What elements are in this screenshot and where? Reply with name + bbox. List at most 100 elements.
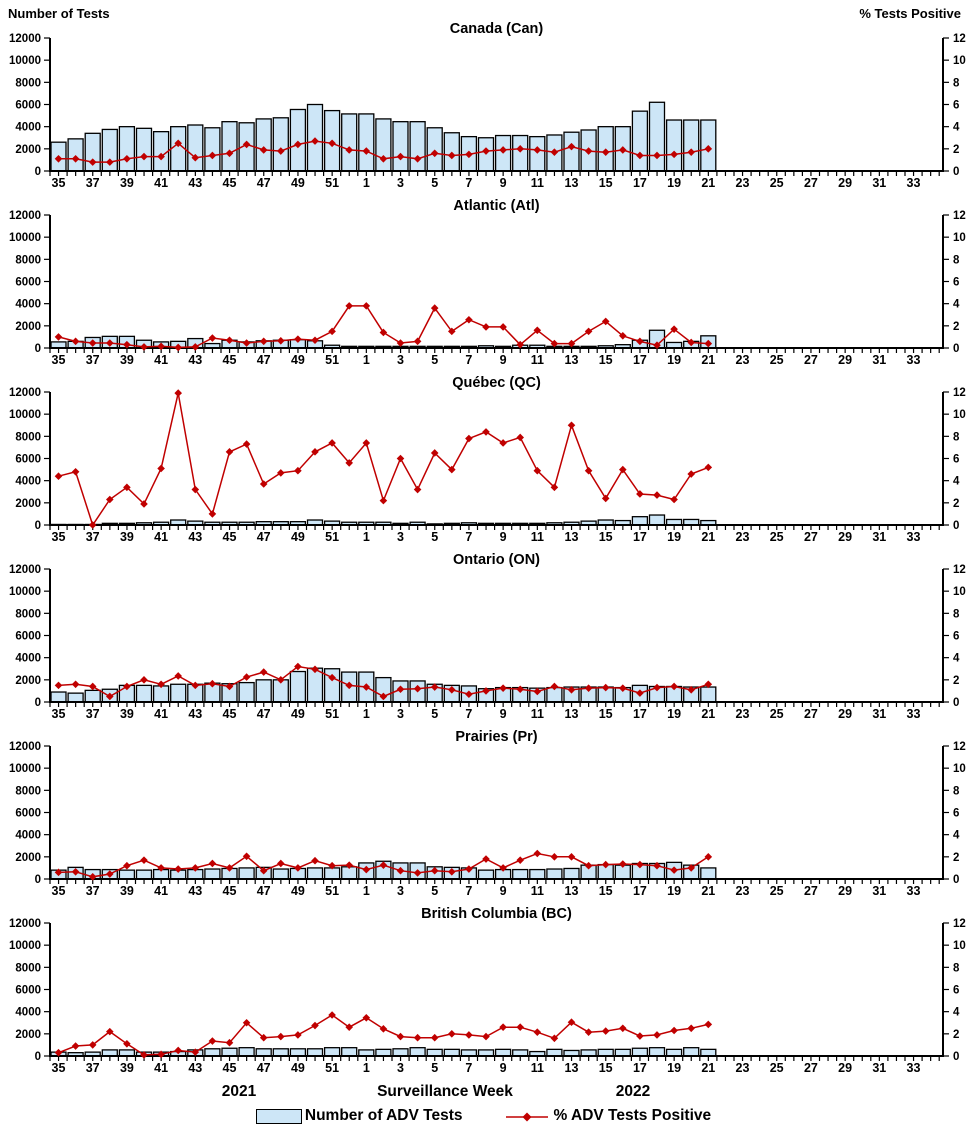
svg-text:17: 17 — [633, 176, 647, 190]
pct-positive-marker — [88, 339, 97, 347]
pct-positive-marker — [448, 151, 456, 160]
pct-positive-marker — [636, 689, 644, 697]
pct-positive-marker — [362, 683, 371, 691]
pct-positive-marker — [225, 336, 234, 345]
svg-text:21: 21 — [701, 176, 715, 190]
pct-positive-marker — [584, 327, 593, 336]
tests-bar — [392, 1048, 409, 1057]
pct-positive-marker — [396, 1032, 405, 1041]
svg-text:9: 9 — [500, 707, 507, 721]
svg-text:45: 45 — [223, 884, 237, 898]
svg-text:47: 47 — [257, 530, 271, 544]
pct-positive-marker — [362, 302, 371, 310]
svg-text:3: 3 — [397, 1061, 404, 1075]
svg-text:8000: 8000 — [15, 431, 41, 443]
svg-text:2000: 2000 — [15, 498, 41, 510]
svg-text:25: 25 — [770, 884, 784, 898]
svg-text:0: 0 — [35, 697, 41, 709]
tests-bar — [375, 118, 392, 172]
ticks — [44, 37, 949, 176]
week-labels: 35 37 39 41 43 45 47 49 51 1 3 5 7 9 11 13 15 17 19 21 23 25 2… — [52, 176, 921, 190]
pct-positive-marker — [516, 433, 524, 442]
svg-text:7: 7 — [465, 530, 472, 544]
pct-positive-marker — [413, 869, 422, 877]
week-labels: 35 37 39 41 43 45 47 49 51 1 3 5 7 9 11 13 15 17 19 21 23 25 2… — [52, 353, 921, 367]
svg-text:0: 0 — [953, 1051, 959, 1063]
svg-text:4000: 4000 — [15, 830, 41, 842]
pct-positive-marker — [157, 464, 165, 473]
pct-positive-marker — [54, 155, 63, 163]
pct-positive-marker — [311, 137, 319, 145]
svg-text:12: 12 — [953, 210, 966, 222]
pct-positive-marker — [259, 866, 268, 875]
svg-text:0: 0 — [953, 343, 959, 355]
svg-text:9: 9 — [500, 353, 507, 367]
pct-positive-marker — [311, 336, 319, 345]
tests-bar — [289, 670, 307, 703]
svg-text:13: 13 — [565, 353, 579, 367]
svg-text:41: 41 — [154, 176, 168, 190]
svg-text:39: 39 — [120, 530, 134, 544]
tests-bar — [289, 108, 307, 172]
svg-text:8000: 8000 — [15, 785, 41, 797]
tests-bar — [272, 868, 289, 880]
svg-text:2000: 2000 — [15, 675, 41, 687]
pct-positive-marker — [704, 680, 713, 689]
pct-positive-marker — [465, 150, 473, 159]
svg-text:12000: 12000 — [9, 918, 41, 930]
svg-text:1: 1 — [363, 884, 370, 898]
svg-text:10: 10 — [953, 586, 966, 598]
pct-positive-marker — [106, 339, 114, 347]
svg-text:3: 3 — [397, 884, 404, 898]
pct-positive-marker — [242, 1018, 251, 1027]
pct-positive-marker — [208, 334, 217, 342]
svg-text:43: 43 — [188, 353, 202, 367]
axes — [49, 746, 944, 880]
pct-positive-marker — [619, 684, 627, 692]
pct-positive-marker — [619, 146, 627, 154]
svg-text:8000: 8000 — [15, 608, 41, 620]
svg-text:8: 8 — [953, 254, 960, 266]
svg-text:35: 35 — [52, 1061, 66, 1075]
tests-bar — [631, 1047, 649, 1057]
pct-positive-marker — [379, 328, 388, 337]
svg-text:21: 21 — [701, 884, 715, 898]
pct-positive-marker — [516, 145, 524, 153]
svg-text:51: 51 — [325, 530, 339, 544]
svg-text:43: 43 — [188, 530, 202, 544]
pct-positive-marker — [259, 1033, 268, 1042]
svg-text:23: 23 — [736, 530, 750, 544]
svg-text:4: 4 — [953, 476, 960, 488]
svg-text:6000: 6000 — [15, 808, 41, 820]
tests-bar — [323, 668, 341, 703]
pct-positive-marker — [277, 1032, 285, 1041]
svg-text:9: 9 — [500, 1061, 507, 1075]
pct-positive-marker — [88, 158, 97, 166]
pct-positive-marker — [550, 1034, 559, 1043]
pct-positive-marker — [225, 864, 234, 872]
pct-positive-marker — [157, 864, 165, 872]
pct-positive-marker — [601, 860, 610, 869]
pct-positive-marker — [242, 440, 251, 448]
svg-text:19: 19 — [667, 707, 681, 721]
svg-text:27: 27 — [804, 1061, 818, 1075]
pct-positive-marker — [430, 149, 439, 158]
svg-text:6: 6 — [953, 985, 959, 997]
pct-positive-marker — [294, 466, 302, 475]
svg-text:8: 8 — [953, 77, 960, 89]
svg-text:12000: 12000 — [9, 387, 41, 399]
pct-positive-marker — [106, 1027, 114, 1036]
svg-text:39: 39 — [120, 707, 134, 721]
pct-positive-marker — [413, 337, 422, 346]
pct-positive-marker — [687, 148, 695, 156]
pct-positive-marker — [174, 865, 182, 873]
svg-text:19: 19 — [667, 884, 681, 898]
pct-positive-marker — [54, 333, 63, 341]
pct-positive-markers — [54, 1011, 713, 1059]
svg-text:49: 49 — [291, 176, 305, 190]
pct-positive-marker — [653, 341, 661, 350]
pct-positive-marker — [430, 304, 439, 312]
svg-text:45: 45 — [223, 1061, 237, 1075]
tests-bar — [529, 868, 546, 880]
